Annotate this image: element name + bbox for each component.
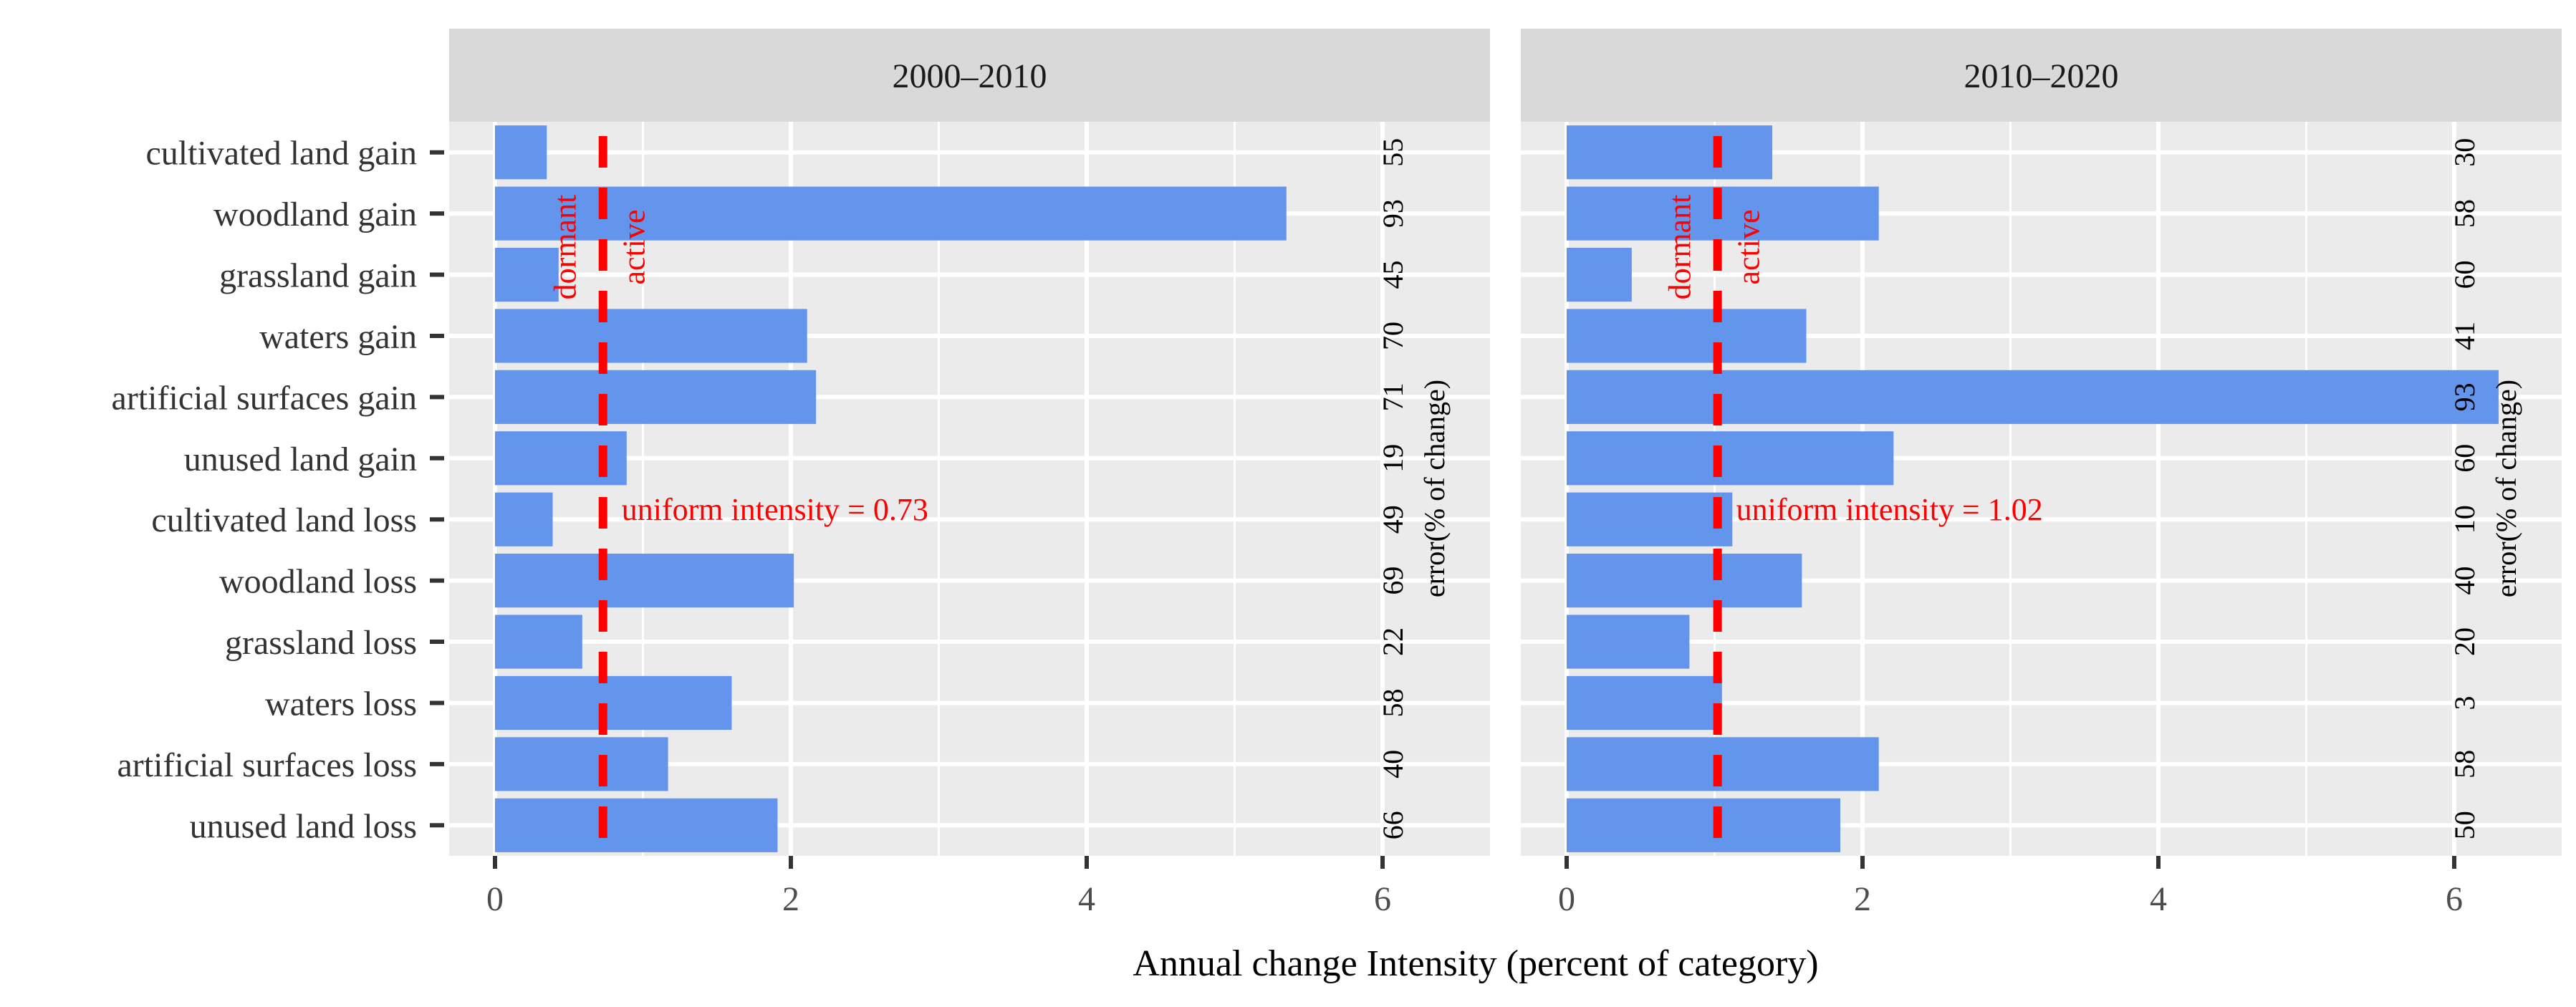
error-value: 20	[2448, 627, 2481, 656]
error-axis-label: error(% of change)	[2490, 380, 2522, 597]
bar	[1567, 492, 1733, 546]
panel-title: 2010–2020	[1964, 57, 2119, 95]
x-tick-label: 6	[1374, 880, 1391, 918]
bar	[1567, 798, 1841, 852]
bar	[495, 247, 559, 302]
bar	[495, 125, 547, 180]
category-label: cultivated land loss	[151, 501, 417, 539]
uniform-intensity-label: uniform intensity = 1.02	[1736, 492, 2043, 527]
bar	[1567, 737, 1879, 791]
error-value: 40	[2448, 567, 2481, 595]
category-label: grassland loss	[225, 624, 417, 662]
error-value: 69	[1377, 567, 1409, 595]
active-label: active	[617, 209, 652, 284]
error-axis-label: error(% of change)	[1418, 380, 1451, 597]
x-tick-label: 4	[1078, 880, 1095, 918]
bar	[1567, 125, 1773, 180]
bar	[495, 370, 817, 424]
error-value: 93	[2448, 382, 2481, 411]
error-value: 58	[2448, 750, 2481, 779]
error-value: 93	[1377, 199, 1409, 228]
bar	[495, 309, 807, 363]
error-value: 66	[1377, 811, 1409, 839]
error-value: 41	[2448, 322, 2481, 350]
panel-strip	[449, 29, 1490, 122]
x-tick-label: 2	[1854, 880, 1871, 918]
category-label: grassland gain	[219, 257, 417, 295]
bar	[1567, 431, 1894, 486]
error-value: 58	[1377, 688, 1409, 717]
x-axis-title: Annual change Intensity (percent of cate…	[1133, 943, 1818, 984]
error-value: 30	[2448, 138, 2481, 167]
error-value: 71	[1377, 382, 1409, 411]
bar	[495, 186, 1287, 241]
bar	[1567, 370, 2499, 424]
category-label: waters loss	[265, 685, 417, 723]
bar	[1567, 309, 1807, 363]
bar	[1567, 554, 1802, 608]
category-axis-labels: cultivated land gain woodland gain grassla…	[112, 135, 444, 845]
error-value: 19	[1377, 444, 1409, 473]
x-tick-label: 2	[782, 880, 799, 918]
error-value: 55	[1377, 138, 1409, 167]
panel-1: 2000–2010 dormant active uniform intensity …	[449, 29, 1490, 918]
x-tick-label: 6	[2446, 880, 2463, 918]
bar	[1567, 247, 1632, 302]
panel-background	[1521, 122, 2562, 856]
error-value: 58	[2448, 199, 2481, 228]
error-value: 45	[1377, 261, 1409, 289]
panel-2: 2010–2020 dormant active uniform intensity …	[1521, 29, 2562, 918]
bar	[495, 492, 553, 546]
category-label: woodland loss	[219, 563, 417, 601]
active-label: active	[1731, 209, 1767, 284]
error-value: 10	[2448, 505, 2481, 534]
panels: 2000–2010 dormant active uniform intensity …	[449, 29, 2562, 918]
category-label: artificial surfaces gain	[112, 379, 417, 417]
error-value: 60	[2448, 444, 2481, 473]
error-value: 60	[2448, 261, 2481, 289]
bar	[495, 798, 778, 852]
panel-title: 2000–2010	[893, 57, 1047, 95]
bar	[1567, 615, 1690, 669]
bar	[1567, 186, 1879, 241]
category-label: cultivated land gain	[145, 135, 417, 173]
category-label: unused land gain	[184, 440, 417, 478]
error-value: 70	[1377, 322, 1409, 350]
uniform-intensity-label: uniform intensity = 0.73	[622, 492, 928, 527]
category-label: waters gain	[259, 318, 417, 356]
error-value: 22	[1377, 627, 1409, 656]
category-label: artificial surfaces loss	[117, 746, 418, 784]
x-tick-label: 0	[486, 880, 504, 918]
bar	[495, 615, 582, 669]
error-value: 49	[1377, 505, 1409, 534]
bar	[495, 554, 794, 608]
bar	[495, 675, 732, 731]
x-tick-label: 0	[1558, 880, 1575, 918]
category-label: unused land loss	[190, 807, 417, 845]
category-label: woodland gain	[213, 196, 417, 233]
panel-background	[449, 122, 1490, 856]
bar	[1567, 675, 1722, 731]
dormant-label: dormant	[548, 195, 583, 300]
x-tick-label: 4	[2150, 880, 2167, 918]
error-value: 50	[2448, 811, 2481, 839]
error-value: 40	[1377, 750, 1409, 779]
dormant-label: dormant	[1663, 195, 1698, 300]
bar	[495, 737, 668, 791]
error-value: 3	[2448, 695, 2481, 710]
panel-strip	[1521, 29, 2562, 122]
